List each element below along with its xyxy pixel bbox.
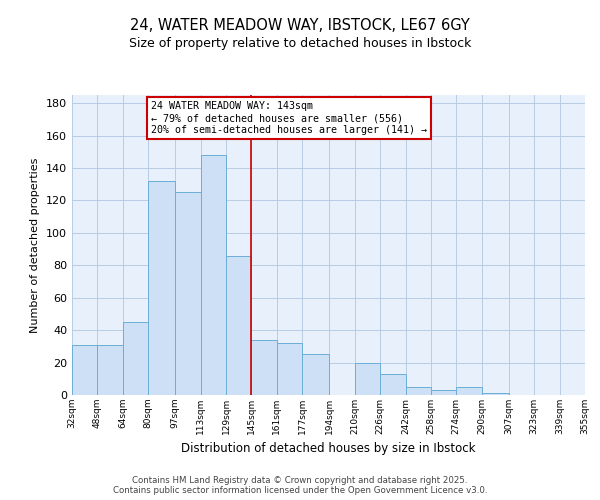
Text: 24 WATER MEADOW WAY: 143sqm
← 79% of detached houses are smaller (556)
20% of se: 24 WATER MEADOW WAY: 143sqm ← 79% of det…: [151, 102, 427, 134]
Text: Size of property relative to detached houses in Ibstock: Size of property relative to detached ho…: [129, 38, 471, 51]
Bar: [355, 362, 380, 395]
Bar: [457, 387, 482, 395]
Bar: [97, 344, 123, 395]
Bar: [277, 343, 302, 395]
Bar: [72, 344, 97, 395]
Bar: [226, 256, 251, 395]
X-axis label: Distribution of detached houses by size in Ibstock: Distribution of detached houses by size …: [181, 442, 476, 456]
Bar: [175, 192, 200, 395]
Bar: [200, 155, 226, 395]
Bar: [380, 374, 406, 395]
Bar: [251, 340, 277, 395]
Bar: [406, 387, 431, 395]
Bar: [431, 390, 457, 395]
Y-axis label: Number of detached properties: Number of detached properties: [31, 158, 40, 332]
Text: Contains HM Land Registry data © Crown copyright and database right 2025.
Contai: Contains HM Land Registry data © Crown c…: [113, 476, 487, 495]
Bar: [148, 181, 175, 395]
Bar: [302, 354, 329, 395]
Text: 24, WATER MEADOW WAY, IBSTOCK, LE67 6GY: 24, WATER MEADOW WAY, IBSTOCK, LE67 6GY: [130, 18, 470, 32]
Bar: [123, 322, 148, 395]
Bar: [482, 394, 509, 395]
